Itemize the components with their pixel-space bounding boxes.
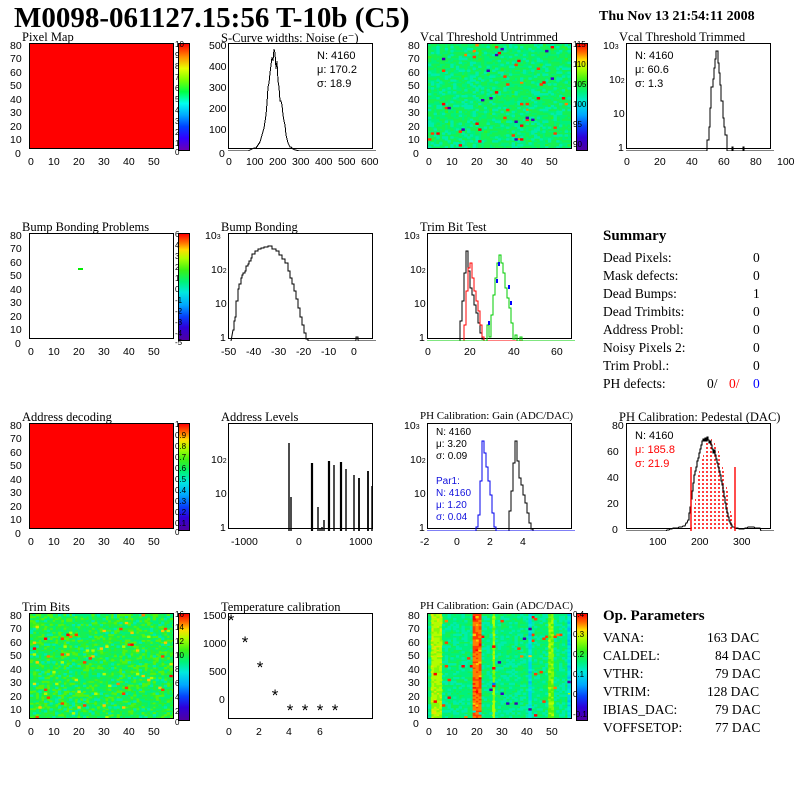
svg-text:*: *: [302, 701, 309, 720]
svg-text:*: *: [272, 686, 279, 705]
svg-text:*: *: [228, 611, 235, 630]
svg-text:*: *: [242, 633, 249, 652]
svg-text:*: *: [287, 701, 294, 720]
svg-text:*: *: [332, 701, 339, 720]
svg-text:*: *: [317, 701, 324, 720]
svg-text:*: *: [257, 658, 264, 677]
